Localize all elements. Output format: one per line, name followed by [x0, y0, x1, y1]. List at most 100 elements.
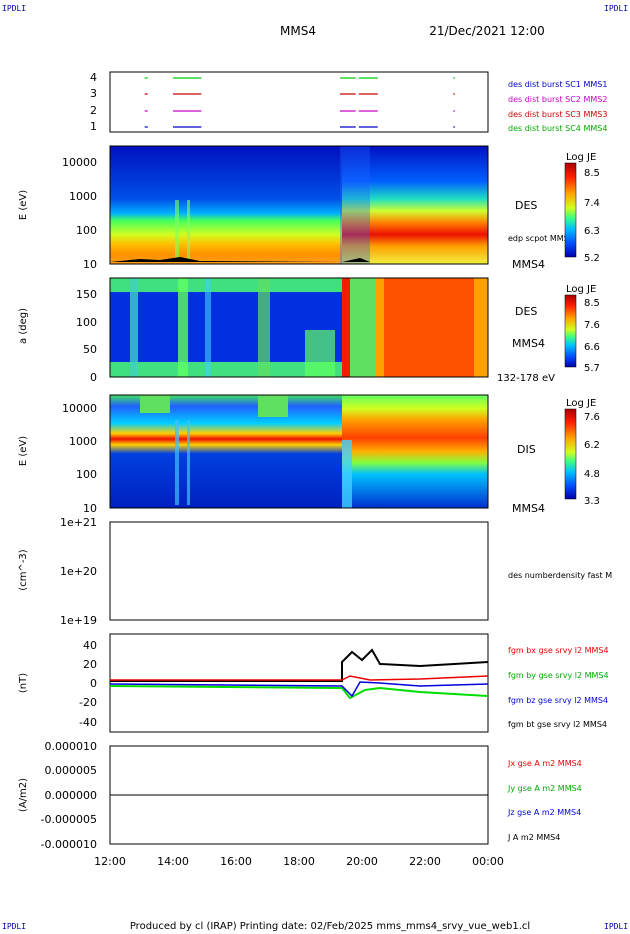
- burst-legend-mms2: des dist burst SC2 MMS2: [508, 95, 607, 104]
- dis-e-cbar-tick-0: 7.6: [584, 412, 600, 423]
- des-e-ytick-1000: 1000: [69, 190, 97, 203]
- dens-ytick-1e20: 1e+20: [60, 565, 97, 578]
- xtick-2200: 22:00: [409, 855, 441, 868]
- bz-trace: [109, 681, 489, 698]
- dis-e-ylabel: E (eV): [18, 436, 29, 466]
- dens-ytick-1e19: 1e+19: [60, 614, 97, 627]
- b-ytick-0: 0: [90, 677, 97, 690]
- des-pa-cbar-tick-0: 8.5: [584, 298, 600, 309]
- footer-credit: Produced by cl (IRAP) Printing date: 02/…: [130, 921, 530, 932]
- des-e-cbar-tick-3: 5.2: [584, 253, 600, 264]
- panel-burst: 4 3 2 1 des dist burst SC1 MMS1 des dist…: [90, 71, 607, 133]
- j-legend-jy: Jy gse A m2 MMS4: [507, 784, 582, 793]
- b-legend-bz: fgm bz gse srvy l2 MMS4: [508, 696, 608, 705]
- xtick-1400: 14:00: [157, 855, 189, 868]
- dis-e-ytick-10000: 10000: [62, 402, 97, 415]
- dis-e-colorbar-title: Log JE: [566, 398, 596, 409]
- xtick-2000: 20:00: [346, 855, 378, 868]
- des-e-ylabel: E (eV): [18, 190, 29, 220]
- corner-mark-top-right: IPDLI: [604, 4, 629, 13]
- xtick-1600: 16:00: [220, 855, 252, 868]
- bx-trace: [110, 675, 489, 681]
- burst-legend-mms4: des dist burst SC4 MMS4: [508, 124, 607, 133]
- dis-e-right-label: DIS: [517, 443, 536, 456]
- des-pa-ytick-0: 0: [90, 371, 97, 384]
- dens-legend: des numberdensity fast M: [508, 571, 612, 580]
- panel-dis-energy: 10000 1000 100 10 E (eV) DIS MMS4 Log JE…: [18, 394, 600, 515]
- des-pa-right-label: DES: [515, 305, 537, 318]
- j-ytick-2: 0.000000: [45, 789, 98, 802]
- xtick-0000: 00:00: [472, 855, 504, 868]
- des-pa-cbar-tick-1: 7.6: [584, 320, 600, 331]
- des-pa-right-sub: MMS4: [512, 337, 545, 350]
- j-ytick-0: 0.000010: [45, 740, 98, 753]
- dens-ylabel: (cm^-3): [18, 549, 29, 590]
- time-axis: 12:00 14:00 16:00 18:00 20:00 22:00 00:0…: [94, 855, 504, 868]
- b-ytick-40: 40: [83, 639, 97, 652]
- burst-ytick-2: 2: [90, 104, 97, 117]
- j-ylabel: (A/m2): [18, 778, 29, 812]
- des-e-cbar-tick-1: 7.4: [584, 198, 600, 209]
- panel-density: 1e+21 1e+20 1e+19 (cm^-3) des numberdens…: [18, 516, 612, 627]
- des-pa-ytick-100: 100: [76, 316, 97, 329]
- dis-e-cbar-tick-1: 6.2: [584, 440, 600, 451]
- des-e-right-bottom: MMS4: [512, 258, 545, 271]
- panel-des-energy: 10000 1000 100 10 E (eV) DES edp scpot M…: [18, 145, 600, 271]
- burst-ytick-4: 4: [90, 71, 97, 84]
- burst-ytick-1: 1: [90, 120, 97, 133]
- b-ytick-20: 20: [83, 658, 97, 671]
- des-pa-ytick-150: 150: [76, 288, 97, 301]
- xtick-1800: 18:00: [283, 855, 315, 868]
- j-legend-j: J A m2 MMS4: [507, 833, 560, 842]
- des-pa-cbar-tick-2: 6.6: [584, 342, 600, 353]
- des-e-colorbar: [564, 162, 577, 258]
- des-e-cbar-tick-2: 6.3: [584, 226, 600, 237]
- des-e-right-sub: edp scpot MMS4: [508, 234, 574, 243]
- panel-current: 0.000010 0.000005 0.000000 -0.000005 -0.…: [18, 740, 582, 851]
- panel-des-pitch: 150 100 50 0 a (deg) DES MMS4 132-178 eV…: [18, 277, 600, 384]
- des-e-ytick-10: 10: [83, 258, 97, 271]
- j-ytick-1: 0.000005: [45, 764, 98, 777]
- des-e-cbar-tick-0: 8.5: [584, 168, 600, 179]
- j-legend-jz: Jz gse A m2 MMS4: [507, 808, 581, 817]
- corner-mark-bottom-left: IPDLI: [2, 922, 27, 931]
- j-ytick-3: -0.000005: [41, 813, 97, 826]
- bt-trace: [110, 648, 489, 682]
- j-ytick-4: -0.000010: [41, 838, 97, 851]
- b-ytick-m40: -40: [79, 716, 97, 729]
- burst-legend-mms3: des dist burst SC3 MMS3: [508, 110, 607, 119]
- dis-e-ytick-100: 100: [76, 468, 97, 481]
- des-e-ytick-10000: 10000: [62, 156, 97, 169]
- panel-bfield: 40 20 0 -20 -40 (nT) fgm bx gse srvy l2 …: [18, 633, 609, 733]
- dis-e-cbar-tick-3: 3.3: [584, 496, 600, 507]
- b-legend-bt: fgm bt gse srvy l2 MMS4: [508, 720, 607, 729]
- des-pa-cbar-tick-3: 5.7: [584, 363, 600, 374]
- burst-legend-mms1: des dist burst SC1 MMS1: [508, 80, 607, 89]
- dis-e-cbar-tick-2: 4.8: [584, 469, 600, 480]
- des-pa-ylabel: a (deg): [18, 308, 29, 344]
- des-e-right-label: DES: [515, 199, 537, 212]
- dis-e-colorbar: [564, 408, 577, 500]
- b-ytick-m20: -20: [79, 696, 97, 709]
- corner-mark-top-left: IPDLI: [2, 4, 27, 13]
- by-trace: [109, 685, 489, 700]
- des-e-ytick-100: 100: [76, 224, 97, 237]
- b-legend-bx: fgm bx gse srvy l2 MMS4: [508, 646, 609, 655]
- des-pa-colorbar: [564, 294, 577, 368]
- burst-ytick-3: 3: [90, 87, 97, 100]
- j-legend-jx: Jx gse A m2 MMS4: [507, 759, 582, 768]
- b-legend-by: fgm by gse srvy l2 MMS4: [508, 671, 609, 680]
- dens-ytick-1e21: 1e+21: [60, 516, 97, 529]
- des-pa-right-bottom: 132-178 eV: [497, 373, 555, 384]
- datetime-title: 21/Dec/2021 12:00: [429, 24, 545, 38]
- mission-title: MMS4: [280, 24, 316, 38]
- des-pa-ytick-50: 50: [83, 343, 97, 356]
- des-pa-colorbar-title: Log JE: [566, 284, 596, 295]
- dis-e-right-bottom: MMS4: [512, 502, 545, 515]
- dis-e-ytick-1000: 1000: [69, 435, 97, 448]
- xtick-1200: 12:00: [94, 855, 126, 868]
- des-e-colorbar-title: Log JE: [566, 152, 596, 163]
- dis-e-ytick-10: 10: [83, 502, 97, 515]
- corner-mark-bottom-right: IPDLI: [604, 922, 629, 931]
